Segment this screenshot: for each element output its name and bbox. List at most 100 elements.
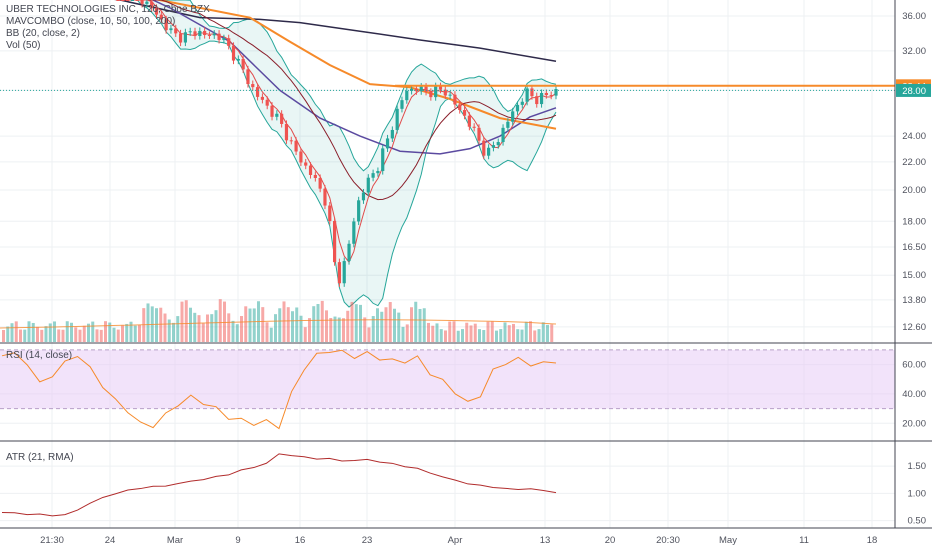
volume-bar xyxy=(533,330,537,342)
volume-bar xyxy=(371,316,375,342)
volume-bar xyxy=(478,329,481,342)
orange-average-line xyxy=(154,0,557,130)
candle-body xyxy=(400,100,404,109)
candle-body xyxy=(222,38,226,40)
volume-bar xyxy=(57,329,61,342)
candle-body xyxy=(549,95,553,97)
candle-body xyxy=(424,86,428,92)
candle-body xyxy=(390,129,394,139)
candle-body xyxy=(472,126,476,128)
rsi-label[interactable]: RSI (14, close) xyxy=(6,350,73,361)
candle-body xyxy=(255,87,260,97)
volume-bar xyxy=(520,329,524,342)
atr-label[interactable]: ATR (21, RMA) xyxy=(6,452,74,463)
volume-bar xyxy=(316,304,320,342)
volume-bar xyxy=(44,326,48,342)
volume-bar xyxy=(444,330,447,342)
candle-body xyxy=(381,148,385,172)
candle-body xyxy=(395,108,399,130)
volume-bar xyxy=(138,324,141,342)
candle-body xyxy=(260,96,264,100)
volume-bar xyxy=(295,307,299,342)
volume-bar xyxy=(499,329,503,342)
candle-body xyxy=(183,32,187,43)
candle-body xyxy=(178,33,183,43)
candle-body xyxy=(525,88,529,102)
volume-bar xyxy=(393,308,396,342)
volume-bar xyxy=(274,314,277,342)
candle-body xyxy=(275,113,279,117)
candle-body xyxy=(337,262,342,284)
atr-tick-label: 0.50 xyxy=(908,516,927,527)
volume-bar xyxy=(456,330,460,342)
volume-bar xyxy=(112,327,116,342)
volume-bar xyxy=(82,325,86,342)
rsi-band xyxy=(0,349,895,409)
volume-bar xyxy=(486,321,490,342)
volume-bar xyxy=(87,323,90,342)
price-tick-label: 22.00 xyxy=(902,157,926,168)
volume-bar xyxy=(10,323,14,342)
volume-bar xyxy=(507,325,511,342)
volume-bar xyxy=(312,306,316,342)
volume-bar xyxy=(541,322,545,342)
volume-bar xyxy=(401,326,405,342)
price-tick-label: 20.00 xyxy=(902,185,926,196)
candle-body xyxy=(332,221,337,263)
volume-bar xyxy=(74,327,78,342)
volume-bar xyxy=(48,323,52,342)
bollinger-lower xyxy=(118,0,557,308)
volume-bar xyxy=(31,322,35,342)
volume-bar xyxy=(129,321,133,342)
volume-bar xyxy=(422,308,426,342)
candle-body xyxy=(323,188,327,206)
candle-body xyxy=(496,142,500,146)
candle-body xyxy=(212,33,216,36)
volume-bar xyxy=(490,321,494,342)
volume-bar xyxy=(303,327,307,342)
candle-body xyxy=(193,31,197,37)
candle-body xyxy=(419,86,423,92)
volume-bar xyxy=(125,323,129,342)
price-tick-label: 18.00 xyxy=(902,216,926,227)
candle-body xyxy=(198,30,202,37)
volume-bar xyxy=(27,321,31,342)
last-price-badge: 28.00 xyxy=(902,86,926,97)
volume-label[interactable]: Vol (50) xyxy=(6,40,41,51)
candle-body xyxy=(313,174,317,178)
volume-bar xyxy=(354,304,358,342)
volume-bar xyxy=(367,327,371,342)
volume-bar xyxy=(6,326,10,342)
bollinger-label[interactable]: BB (20, close, 2) xyxy=(6,28,80,39)
candle-body xyxy=(520,101,524,105)
candle-body xyxy=(294,140,298,152)
volume-bar xyxy=(482,330,486,342)
candle-body xyxy=(385,138,390,149)
candle-body xyxy=(265,99,269,106)
volume-bar xyxy=(529,321,532,342)
candle-body xyxy=(304,162,308,166)
volume-bar xyxy=(240,316,243,342)
candle-body xyxy=(448,94,452,96)
volume-bar xyxy=(308,318,311,342)
candle-body xyxy=(376,171,380,174)
time-tick-label: 11 xyxy=(799,535,809,546)
volume-bar xyxy=(495,330,498,342)
candle-body xyxy=(482,140,486,156)
candle-body xyxy=(231,45,236,61)
candle-body xyxy=(347,243,351,262)
symbol-title[interactable]: UBER TECHNOLOGIES INC, 120, Cboe BZX xyxy=(6,4,210,15)
candle-body xyxy=(207,35,212,37)
volume-bar xyxy=(465,322,469,342)
volume-bar xyxy=(405,324,409,342)
rsi-tick-label: 40.00 xyxy=(902,389,926,400)
volume-bar xyxy=(218,299,222,342)
candle-body xyxy=(453,94,457,105)
volume-bar xyxy=(210,314,214,342)
mavcombo-label[interactable]: MAVCOMBO (close, 10, 50, 100, 200) xyxy=(6,16,176,27)
candle-body xyxy=(328,205,332,222)
time-tick-label: Mar xyxy=(167,535,183,546)
volume-bar xyxy=(278,308,282,342)
price-tick-label: 15.00 xyxy=(902,270,926,281)
